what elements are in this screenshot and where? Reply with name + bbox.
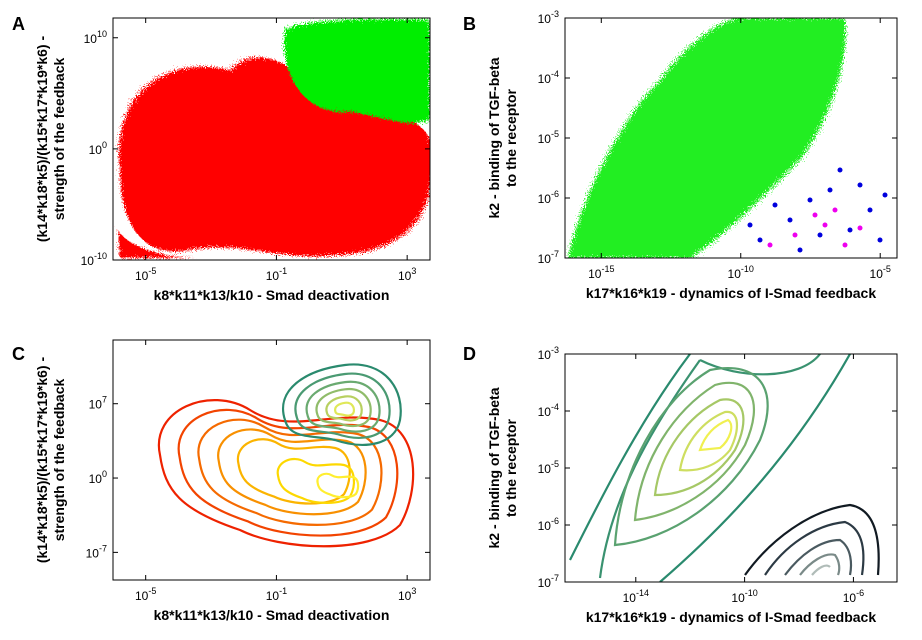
x-tick-label: 10-15 [588, 264, 614, 281]
x-tick-label: 10-5 [135, 586, 156, 603]
x-tick-label: 10-1 [266, 266, 287, 283]
y-axis-label: k2 - binding of TGF-beta [486, 387, 502, 548]
plot-frame [112, 339, 431, 581]
y-tick-label: 10-5 [538, 129, 559, 146]
y-axis-label: to the receptor [503, 88, 519, 187]
x-axis-label: k17*k16*k19 - dynamics of I-Smad feedbac… [586, 285, 876, 301]
y-tick-label: 10-3 [538, 9, 559, 26]
y-axis-label: (k14*k18*k5)/(k15*k17*k19*k6) - [34, 357, 50, 564]
panel-letter: D [463, 344, 476, 364]
y-tick-label: 10-7 [86, 543, 107, 560]
panel-letter: C [12, 344, 25, 364]
point-cloud [118, 19, 430, 258]
x-tick-label: 10-14 [623, 588, 649, 605]
x-axis-label: k17*k16*k19 - dynamics of I-Smad feedbac… [586, 609, 876, 625]
y-tick-label: 1010 [84, 29, 107, 46]
y-tick-label: 100 [89, 469, 107, 486]
y-axis-label: to the receptor [503, 418, 519, 517]
y-axis-label: strength of the feedback [51, 58, 67, 221]
point-cloud [568, 18, 888, 258]
y-axis-label: strength of the feedback [51, 379, 67, 542]
x-tick-label: 10-5 [135, 266, 156, 283]
y-tick-label: 10-7 [538, 249, 559, 266]
x-axis-label: k8*k11*k13/k10 - Smad deactivation [154, 287, 390, 303]
y-axis-label: (k14*k18*k5)/(k15*k17*k19*k6) - [34, 36, 50, 243]
contours [570, 354, 879, 582]
x-tick-label: 10-6 [843, 588, 864, 605]
y-tick-label: 100 [89, 140, 107, 157]
x-tick-label: 10-5 [870, 264, 891, 281]
y-tick-label: 10-4 [538, 402, 559, 419]
panel-letter: B [463, 14, 476, 34]
x-tick-label: 10-1 [266, 586, 287, 603]
plot-frame [112, 17, 431, 261]
x-tick-label: 10-10 [731, 588, 757, 605]
y-tick-label: 10-6 [538, 189, 559, 206]
x-axis-label: k8*k11*k13/k10 - Smad deactivation [154, 607, 390, 623]
y-tick-label: 10-5 [538, 459, 559, 476]
x-tick-label: 10-10 [728, 264, 754, 281]
x-tick-label: 103 [398, 266, 416, 283]
y-tick-label: 10-7 [538, 573, 559, 590]
y-tick-label: 10-6 [538, 516, 559, 533]
panel-letter: A [12, 14, 25, 34]
y-tick-label: 10-10 [81, 251, 107, 268]
contours [159, 364, 413, 546]
y-tick-label: 10-4 [538, 69, 559, 86]
y-tick-label: 107 [89, 395, 107, 412]
x-tick-label: 103 [398, 586, 416, 603]
y-axis-label: k2 - binding of TGF-beta [486, 57, 502, 218]
y-tick-label: 10-3 [538, 345, 559, 362]
